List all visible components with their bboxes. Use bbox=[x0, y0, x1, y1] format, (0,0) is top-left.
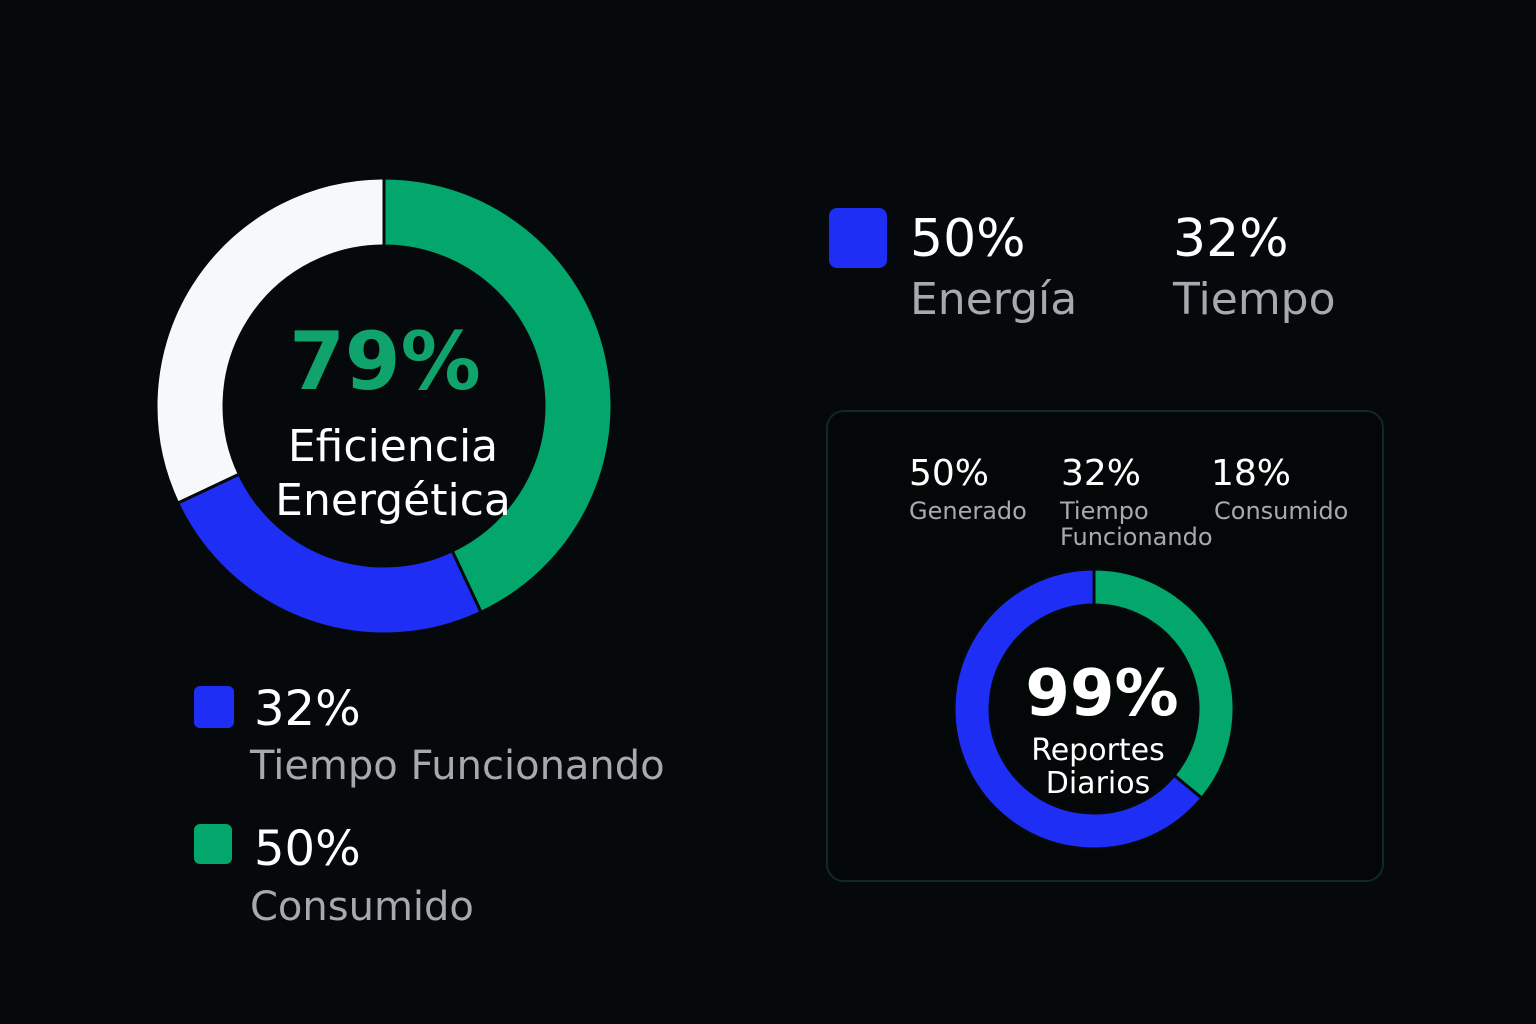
top-legend-value-tiempo: 32% bbox=[1173, 209, 1289, 269]
daily-reports-card bbox=[826, 410, 1384, 882]
main-donut-center-caption: Eficiencia Energética bbox=[275, 421, 511, 526]
card-stat-label-generado: Generado bbox=[909, 497, 1027, 525]
legend-swatch-consumido bbox=[194, 824, 232, 864]
legend-label-tiempo-funcionando: Tiempo Funcionando bbox=[250, 743, 665, 789]
top-legend-label-energia: Energía bbox=[910, 274, 1078, 325]
top-legend-value-energia: 50% bbox=[910, 209, 1026, 269]
card-stat-value-generado: 50% bbox=[909, 453, 990, 494]
card-donut-slice-1 bbox=[952, 567, 1204, 851]
card-stat-value-consumido: 18% bbox=[1211, 453, 1292, 494]
main-donut-center-value: 79% bbox=[289, 315, 481, 408]
card-donut-center-caption: Reportes Diarios bbox=[1031, 733, 1165, 801]
legend-label-consumido: Consumido bbox=[250, 884, 474, 930]
card-stat-label-consumido: Consumido bbox=[1214, 497, 1349, 525]
main-donut-slice-0 bbox=[382, 176, 614, 615]
top-legend-label-tiempo: Tiempo bbox=[1173, 274, 1336, 325]
card-donut-center-value: 99% bbox=[1025, 657, 1179, 731]
card-stat-value-tiempo-funcionando: 32% bbox=[1061, 453, 1142, 494]
legend-swatch-tiempo-funcionando bbox=[194, 686, 234, 728]
card-donut-slice-0 bbox=[1092, 567, 1236, 801]
card-stat-label-tiempo-funcionando: Tiempo Funcionando bbox=[1060, 497, 1213, 551]
main-donut-slice-1 bbox=[175, 472, 484, 636]
main-donut-slice-2 bbox=[154, 176, 386, 506]
legend-value-tiempo-funcionando: 32% bbox=[254, 681, 361, 737]
legend-value-consumido: 50% bbox=[254, 821, 361, 877]
top-legend-swatch-energia bbox=[829, 208, 887, 268]
